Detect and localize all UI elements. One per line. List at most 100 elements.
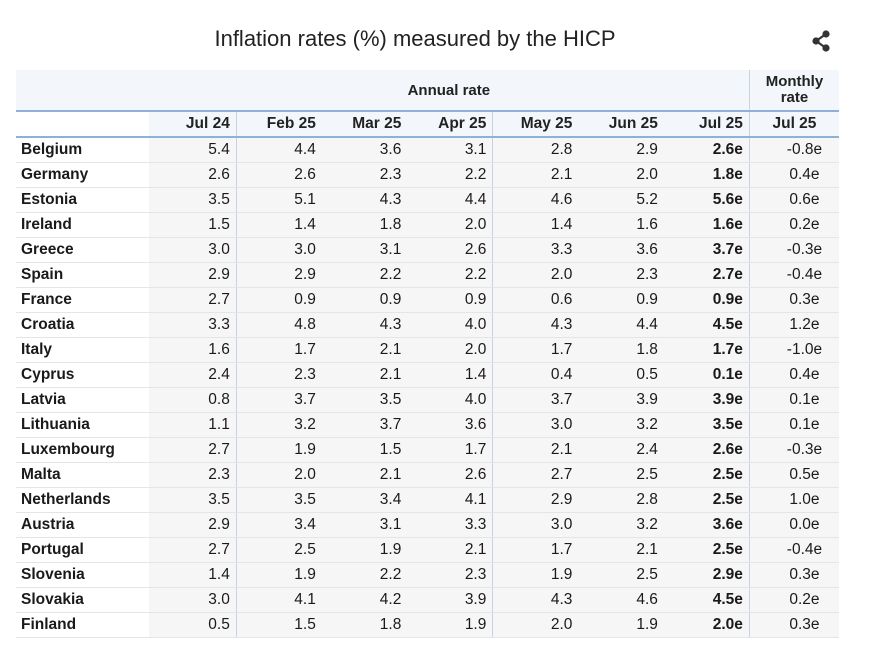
annual-rate-cell: 3.5 [321, 387, 408, 413]
share-icon [812, 30, 830, 52]
country-name: Germany [16, 162, 149, 188]
annual-rate-cell: 1.9 [492, 562, 579, 588]
annual-rate-cell: 2.7 [492, 462, 579, 488]
annual-rate-cell: 4.6 [492, 187, 579, 213]
annual-rate-cell: 4.3 [321, 312, 408, 338]
annual-rate-cell: 3.9e [663, 387, 750, 413]
annual-rate-cell: 3.3 [407, 512, 493, 538]
annual-rate-cell: 3.7 [492, 387, 579, 413]
annual-rate-cell: 2.0 [492, 262, 579, 288]
annual-rate-cell: 1.7 [492, 537, 579, 563]
monthly-rate-value: 0.4e [789, 366, 820, 383]
page-title: Inflation rates (%) measured by the HICP [214, 26, 616, 51]
country-name: Ireland [16, 212, 149, 238]
annual-rate-cell: 3.5 [148, 187, 237, 213]
table-row: Lithuania 1.1 3.2 3.7 3.6 3.0 3.2 3.5e 0.1e [16, 412, 839, 438]
annual-rate-cell: 2.2 [407, 162, 493, 188]
column-header: Feb 25 [235, 111, 322, 138]
monthly-rate-value: 0.1e [789, 391, 820, 408]
annual-rate-cell: 2.0 [407, 212, 493, 238]
monthly-rate-cell: 0.3e [748, 287, 839, 313]
monthly-rate-value: -0.3e [786, 441, 823, 458]
annual-rate-cell: 2.3 [407, 562, 493, 588]
annual-rate-cell: 2.8 [492, 137, 579, 163]
annual-rate-cell: 3.0 [492, 512, 579, 538]
annual-rate-cell: 1.8 [321, 612, 408, 638]
annual-rate-cell: 2.6e [663, 437, 750, 463]
annual-rate-cell: 1.8e [663, 162, 750, 188]
table-row: Ireland 1.5 1.4 1.8 2.0 1.4 1.6 1.6e 0.2e [16, 212, 839, 238]
monthly-rate-cell: 0.1e [748, 412, 839, 438]
annual-rate-cell: 4.5e [663, 587, 750, 613]
country-name: Latvia [16, 387, 149, 413]
annual-rate-cell: 2.2 [321, 562, 408, 588]
monthly-rate-cell: 0.2e [748, 587, 839, 613]
table-row: Cyprus 2.4 2.3 2.1 1.4 0.4 0.5 0.1e 0.4e [16, 362, 839, 388]
annual-rate-cell: 2.9 [492, 487, 579, 513]
annual-rate-cell: 1.4 [148, 562, 237, 588]
annual-rate-cell: 5.4 [148, 137, 237, 163]
annual-rate-cell: 2.0 [407, 337, 493, 363]
monthly-rate-cell: 0.6e [748, 187, 839, 213]
annual-rate-cell: 2.1 [578, 537, 664, 563]
annual-rate-cell: 0.1e [663, 362, 750, 388]
column-header: Jul 25 [748, 111, 839, 138]
annual-rate-cell: 2.5e [663, 462, 750, 488]
annual-rate-cell: 0.9 [407, 287, 493, 313]
monthly-rate-cell: -0.3e [748, 237, 839, 263]
annual-rate-cell: 1.4 [235, 212, 322, 238]
monthly-rate-value: 0.6e [789, 191, 820, 208]
annual-rate-cell: 2.7e [663, 262, 750, 288]
annual-rate-cell: 2.6 [407, 237, 493, 263]
annual-rate-cell: 2.6 [148, 162, 237, 188]
annual-rate-cell: 1.7 [235, 337, 322, 363]
annual-rate-cell: 4.2 [321, 587, 408, 613]
column-header: Apr 25 [407, 111, 493, 138]
monthly-rate-cell: 0.5e [748, 462, 839, 488]
table-row: Luxembourg 2.7 1.9 1.5 1.7 2.1 2.4 2.6e -0.3e [16, 437, 839, 463]
monthly-rate-cell: 1.2e [748, 312, 839, 338]
annual-rate-cell: 1.9 [235, 562, 322, 588]
table-row: France 2.7 0.9 0.9 0.9 0.6 0.9 0.9e 0.3e [16, 287, 839, 313]
table-row: Finland 0.5 1.5 1.8 1.9 2.0 1.9 2.0e 0.3e [16, 612, 839, 638]
monthly-rate-cell: 0.4e [748, 362, 839, 388]
annual-rate-cell: 2.9 [148, 262, 237, 288]
annual-rate-cell: 2.1 [407, 537, 493, 563]
inflation-table: Annual rate Monthly rate Jul 24 Feb 25 Mar… [16, 70, 839, 638]
annual-rate-cell: 2.3 [578, 262, 664, 288]
annual-rate-cell: 3.5 [148, 487, 237, 513]
annual-rate-cell: 3.6e [663, 512, 750, 538]
annual-rate-cell: 2.0 [235, 462, 322, 488]
annual-rate-cell: 3.9 [578, 387, 664, 413]
column-header: Jul 25 [663, 111, 750, 138]
table-body: Belgium 5.4 4.4 3.6 3.1 2.8 2.9 2.6e -0.8e German… [16, 137, 839, 638]
monthly-rate-value: 0.2e [789, 216, 820, 233]
annual-rate-cell: 4.1 [235, 587, 322, 613]
annual-rate-cell: 3.0 [148, 237, 237, 263]
annual-rate-cell: 3.0 [235, 237, 322, 263]
monthly-rate-cell: -1.0e [748, 337, 839, 363]
table-row: Malta 2.3 2.0 2.1 2.6 2.7 2.5 2.5e 0.5e [16, 462, 839, 488]
monthly-rate-cell: 0.2e [748, 212, 839, 238]
annual-rate-cell: 2.3 [235, 362, 322, 388]
monthly-rate-cell: 1.0e [748, 487, 839, 513]
monthly-rate-cell: -0.8e [748, 137, 839, 163]
monthly-rate-value: 0.0e [789, 516, 820, 533]
country-name: Luxembourg [16, 437, 149, 463]
annual-rate-cell: 4.5e [663, 312, 750, 338]
monthly-rate-value: -0.3e [786, 241, 823, 258]
annual-rate-cell: 2.6e [663, 137, 750, 163]
table-row: Spain 2.9 2.9 2.2 2.2 2.0 2.3 2.7e -0.4e [16, 262, 839, 288]
group-header-row: Annual rate Monthly rate [16, 70, 839, 112]
annual-rate-cell: 1.6 [148, 337, 237, 363]
monthly-rate-value: 1.2e [789, 316, 820, 333]
country-name: France [16, 287, 149, 313]
column-header: Jul 24 [148, 111, 237, 138]
annual-rate-cell: 2.4 [148, 362, 237, 388]
annual-rate-cell: 1.7 [492, 337, 579, 363]
annual-rate-cell: 4.4 [235, 137, 322, 163]
annual-rate-cell: 3.6 [407, 412, 493, 438]
share-button[interactable] [808, 28, 834, 54]
country-name: Lithuania [16, 412, 149, 438]
annual-rate-cell: 4.3 [492, 587, 579, 613]
